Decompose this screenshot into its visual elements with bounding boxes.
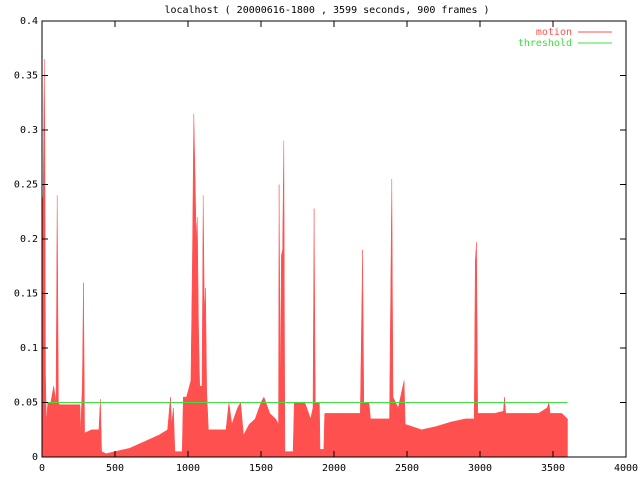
y-tick-label: 0.3 (20, 125, 38, 136)
y-tick-label: 0.05 (14, 398, 38, 409)
x-tick-label: 4000 (614, 463, 638, 474)
y-tick-label: 0 (32, 452, 38, 463)
x-tick-label: 1000 (176, 463, 200, 474)
x-tick-label: 500 (106, 463, 124, 474)
x-tick-label: 0 (39, 463, 45, 474)
motion-area (41, 59, 568, 458)
x-tick-label: 2500 (395, 463, 419, 474)
y-tick-label: 0.25 (14, 180, 38, 191)
x-tick-label: 1500 (249, 463, 273, 474)
x-tick-label: 3000 (468, 463, 492, 474)
x-tick-label: 3500 (541, 463, 565, 474)
y-tick-label: 0.15 (14, 289, 38, 300)
y-tick-label: 0.4 (20, 16, 38, 27)
y-tick-label: 0.2 (20, 234, 38, 245)
chart-title: localhost ( 20000616-1800 , 3599 seconds… (164, 5, 489, 16)
legend-label: threshold (518, 38, 572, 49)
plot-border (41, 20, 627, 458)
y-tick-label: 0.1 (20, 343, 38, 354)
legend-label: motion (536, 27, 572, 38)
x-tick-label: 2000 (322, 463, 346, 474)
y-tick-label: 0.35 (14, 71, 38, 82)
